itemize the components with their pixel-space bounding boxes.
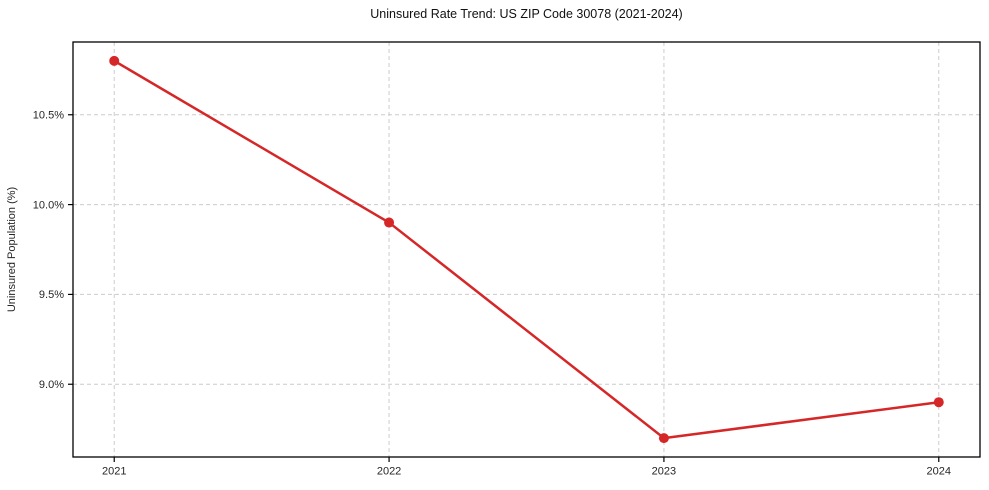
x-tick-label: 2024 — [927, 466, 951, 478]
data-point-2024 — [933, 397, 944, 408]
y-tick-label: 9.5% — [39, 289, 64, 301]
trend-line — [112, 59, 941, 440]
data-point-2022 — [384, 217, 395, 228]
y-axis-label: Uninsured Population (%) — [6, 187, 18, 312]
data-point-2023 — [658, 433, 669, 444]
y-tick-label: 10.5% — [33, 110, 64, 122]
plot-area-border — [72, 41, 981, 458]
x-tick-label: 2022 — [377, 466, 401, 478]
y-tick-label: 9.0% — [39, 379, 64, 391]
data-point-2021 — [109, 55, 120, 66]
chart-title: Uninsured Rate Trend: US ZIP Code 30078 … — [370, 7, 683, 21]
x-tick-label: 2021 — [102, 466, 126, 478]
x-tick-label: 2023 — [652, 466, 676, 478]
y-tick-label: 10.0% — [33, 199, 64, 211]
